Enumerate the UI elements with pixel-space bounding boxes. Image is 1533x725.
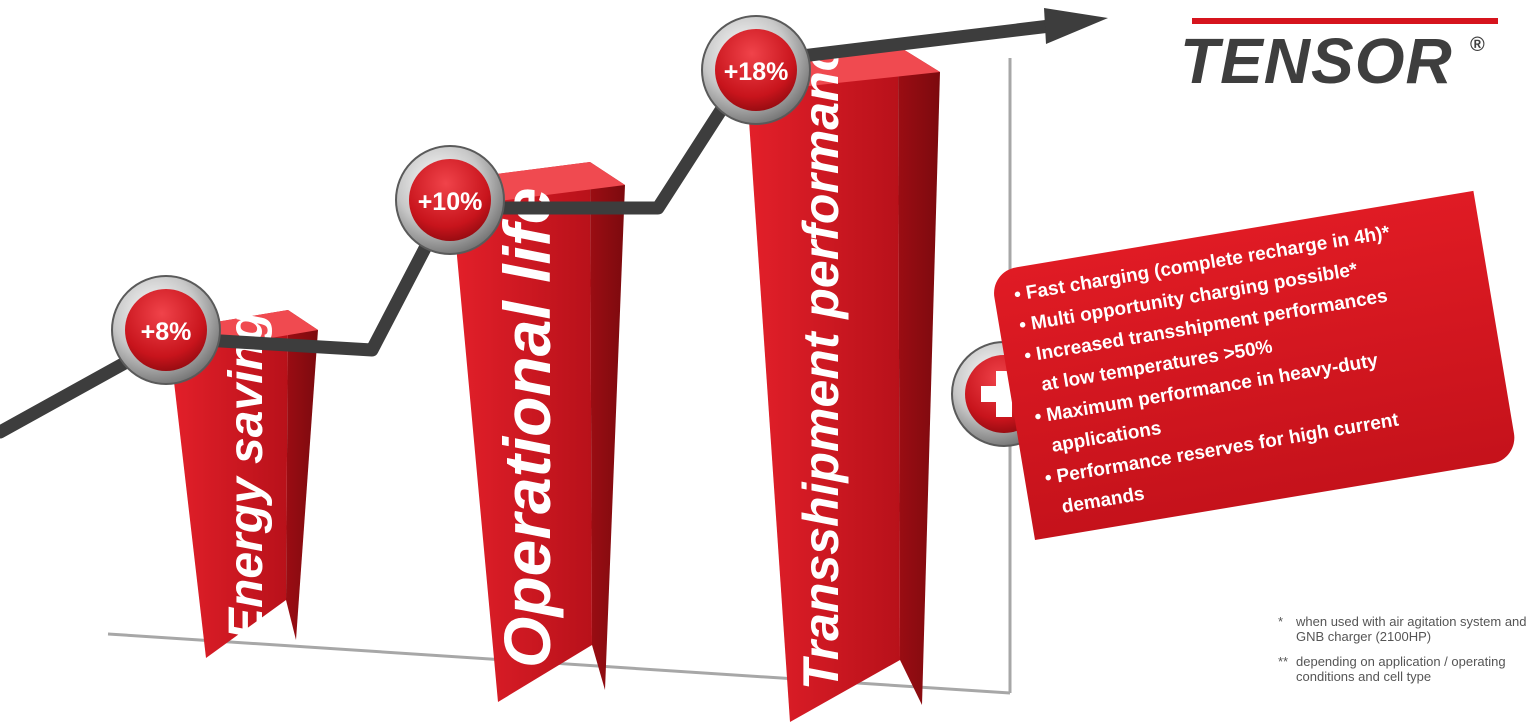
footnote-mark: * xyxy=(1278,614,1284,629)
footnotes: * when used with air agitation system an… xyxy=(1278,614,1528,694)
footnote: * when used with air agitation system an… xyxy=(1278,614,1528,644)
logo-red-bar xyxy=(1192,18,1498,24)
footnote: ** depending on application / operating … xyxy=(1278,654,1528,684)
trend-arrowhead xyxy=(1044,8,1108,44)
logo-registered-mark: ® xyxy=(1470,34,1485,56)
logo-wordmark: TENSOR xyxy=(1180,25,1453,97)
footnote-text: depending on application / operating con… xyxy=(1296,654,1506,684)
badge-transshipment-performance: +18% xyxy=(701,15,811,125)
bar-label-transshipment-performance: Transshipment performance xyxy=(793,16,849,690)
badge-operational-life: +10% xyxy=(395,145,505,255)
badge-text-operational-life: +10% xyxy=(418,188,483,216)
tensor-logo: TENSOR ® xyxy=(1180,18,1500,100)
bar-label-operational-life: Operational life xyxy=(490,188,564,668)
badge-text-energy-savings: +8% xyxy=(141,318,192,346)
badge-text-transshipment-performance: +18% xyxy=(724,58,789,86)
bar-transshipment-performance: Transshipment performance xyxy=(745,16,940,722)
badge-energy-savings: +8% xyxy=(111,275,221,385)
footnote-text: when used with air agitation system and … xyxy=(1296,614,1527,644)
footnote-mark: ** xyxy=(1278,654,1289,669)
